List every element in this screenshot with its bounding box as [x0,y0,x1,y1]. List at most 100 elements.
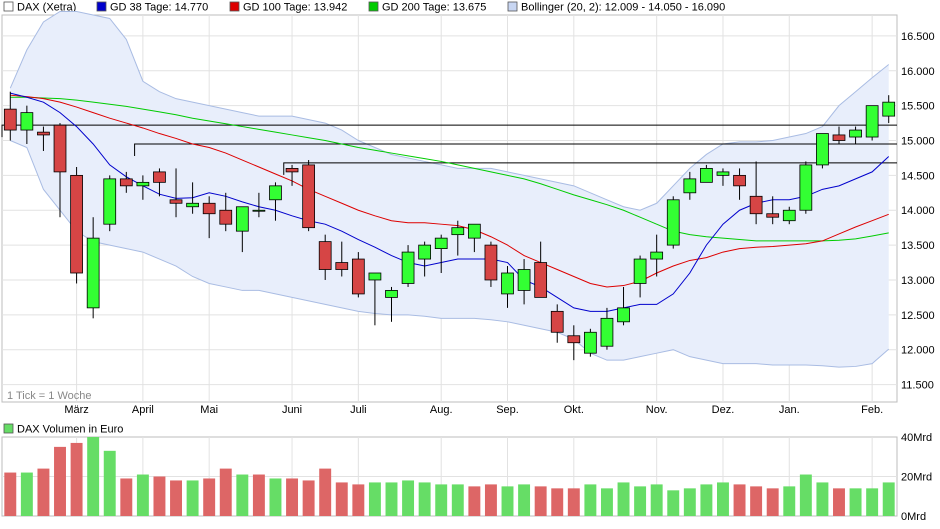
y-tick-label: 15.000 [901,136,935,148]
volume-bar [335,482,348,516]
candle-body [517,269,531,291]
candle-body [666,199,680,246]
candle-body [202,202,216,215]
candle-body [882,101,896,117]
volume-bar [534,486,547,516]
volume-bar [816,482,829,516]
volume-bar [882,482,895,516]
volume-bar [667,490,680,516]
volume-bar [717,482,729,516]
volume-bar [584,484,597,516]
candle-body [86,237,100,309]
candle-body [20,112,34,131]
candle-body [37,131,50,136]
x-tick-label: Sep. [496,404,519,416]
y-tick-label: 13.000 [901,275,935,287]
volume-bar [617,482,630,516]
sma38-line [10,92,890,312]
y-tick-label: 16.000 [901,66,935,78]
volume-bar [468,486,481,516]
volume-bar [87,437,100,516]
volume-bar [733,484,746,516]
volume-bar [501,486,514,516]
volume-bar [368,482,381,516]
sma100-line [10,94,889,288]
volume-bar [319,468,332,516]
y-tick-label: 13.500 [901,240,935,252]
candle-body [119,178,133,187]
volume-bar [70,442,83,516]
volume-bar [269,478,282,516]
volume-bar [418,482,431,516]
volume-legend: DAX Volumen in Euro [3,423,123,436]
x-tick-label: Feb. [861,404,883,416]
candle-body [633,258,647,284]
y-tick-label: 14.000 [901,205,935,217]
candle-body [550,310,564,333]
volume-bar [451,484,464,516]
volume-bar [766,488,779,516]
candle-body [484,244,498,281]
legend-swatch-3 [368,1,379,12]
legend-label-2: GD 100 Tage: 13.942 [243,2,347,14]
candle-body [252,209,266,212]
candle-body [733,174,746,187]
volume-bar [600,488,613,516]
volume-panel: 0Mrd 20Mrd 40Mrd [1,432,932,523]
candle-body [302,164,315,229]
volume-bar [551,488,564,516]
volume-bar [252,474,265,516]
candle-body [153,171,166,183]
candle-body [335,262,349,270]
volume-bar [186,480,199,516]
x-tick-label: Aug. [430,404,453,416]
volume-legend-swatch [3,423,14,434]
legend-swatch-1 [96,1,107,12]
candle-body [418,244,432,260]
candle-body [368,272,382,281]
x-tick-label: Juni [282,404,302,416]
legend-label-4: Bollinger (20, 2): 12.009 - 14.050 - 16.… [521,2,725,14]
sma200-line [10,96,889,242]
candle-body [766,213,780,218]
x-tick-label: Nov. [646,404,668,416]
legend-swatch-2 [229,1,240,12]
price-legend: DAX (Xetra) GD 38 Tage: 14.770 GD 100 Tage… [3,1,725,14]
candle-body [70,174,83,274]
volume-bar [650,484,663,516]
y-tick-label: 15.500 [901,101,935,113]
volume-bar [833,488,845,516]
volume-bar [683,488,696,516]
candle-body [832,134,846,141]
volume-y-tick-label: 0Mrd [901,511,926,523]
volume-bar [120,478,133,516]
volume-bar [103,450,116,516]
candle-body [3,108,17,131]
candle-body [749,195,763,215]
volume-bar [302,480,315,516]
legend-swatch-4 [507,1,518,12]
y-tick-label: 16.500 [901,31,935,43]
volume-bar [634,486,647,516]
candle-body [816,133,829,166]
volume-bar [136,474,149,516]
volume-bar [750,486,763,516]
x-tick-label: Dez. [712,404,735,416]
candle-body [136,181,150,187]
candle-body [584,331,597,354]
candle-body [318,241,332,270]
volume-bar [37,468,50,516]
candle-body [385,290,398,298]
volume-bar [435,484,448,516]
volume-bar [153,476,166,516]
volume-bar [4,472,17,516]
candle-body [219,209,233,225]
volume-bar [484,484,497,516]
candle-body [567,335,581,344]
volume-bar [203,478,216,516]
candle-body [235,206,249,232]
horizontal-line [134,143,897,156]
candle-body [103,178,117,225]
